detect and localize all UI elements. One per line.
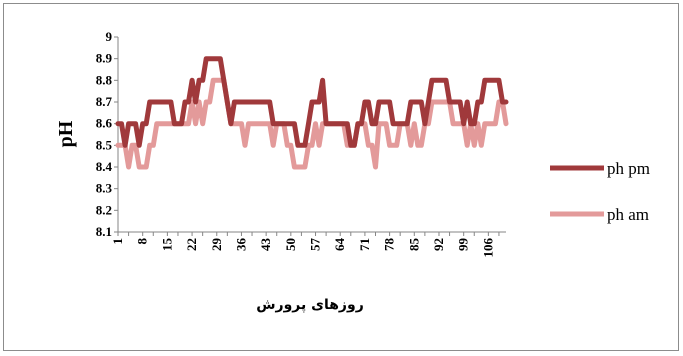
x-tick-label: 43 <box>258 238 273 252</box>
x-tick-label: 106 <box>480 238 495 258</box>
x-tick-label: 64 <box>332 238 347 252</box>
y-tick-label: 8.6 <box>96 116 113 131</box>
x-tick-label: 29 <box>209 238 224 252</box>
x-tick-label: 1 <box>110 238 125 245</box>
chart-frame <box>3 3 679 351</box>
y-tick-label: 8.8 <box>96 72 113 87</box>
y-tick-label: 8.4 <box>96 159 113 174</box>
y-tick-label: 8.7 <box>96 94 113 109</box>
y-tick-label: 8.1 <box>96 224 112 239</box>
y-tick-label: 9 <box>106 29 113 44</box>
x-tick-label: 57 <box>308 238 323 252</box>
x-axis-label: روزهای پرورش <box>256 297 364 313</box>
y-axis-label: pH <box>55 120 77 147</box>
x-tick-label: 71 <box>357 238 372 251</box>
axes <box>114 36 506 236</box>
x-tick-label: 78 <box>382 238 397 252</box>
y-tick-label: 8.5 <box>96 137 113 152</box>
tick-labels: 8.1 8.2 8.3 8.4 8.5 8.6 8.7 8.8 8.9 9 1 8 15 22 29 36 43… <box>96 29 496 258</box>
y-tick-label: 8.9 <box>96 51 113 66</box>
legend-label: ph am <box>607 205 649 224</box>
legend: ph pm ph am <box>550 159 650 224</box>
series-lines <box>115 56 509 170</box>
series-line-ph-pm <box>115 56 509 148</box>
y-tick-label: 8.3 <box>96 181 113 196</box>
x-tick-label: 85 <box>406 238 421 252</box>
legend-label: ph pm <box>607 159 650 178</box>
x-tick-label: 22 <box>184 238 199 251</box>
x-tick-label: 15 <box>159 238 174 252</box>
x-tick-label: 8 <box>135 238 150 245</box>
x-tick-label: 92 <box>431 238 446 251</box>
y-tick-label: 8.2 <box>96 202 112 217</box>
x-tick-label: 36 <box>233 238 248 252</box>
x-tick-label: 50 <box>283 238 298 251</box>
x-tick-label: 99 <box>456 238 471 252</box>
